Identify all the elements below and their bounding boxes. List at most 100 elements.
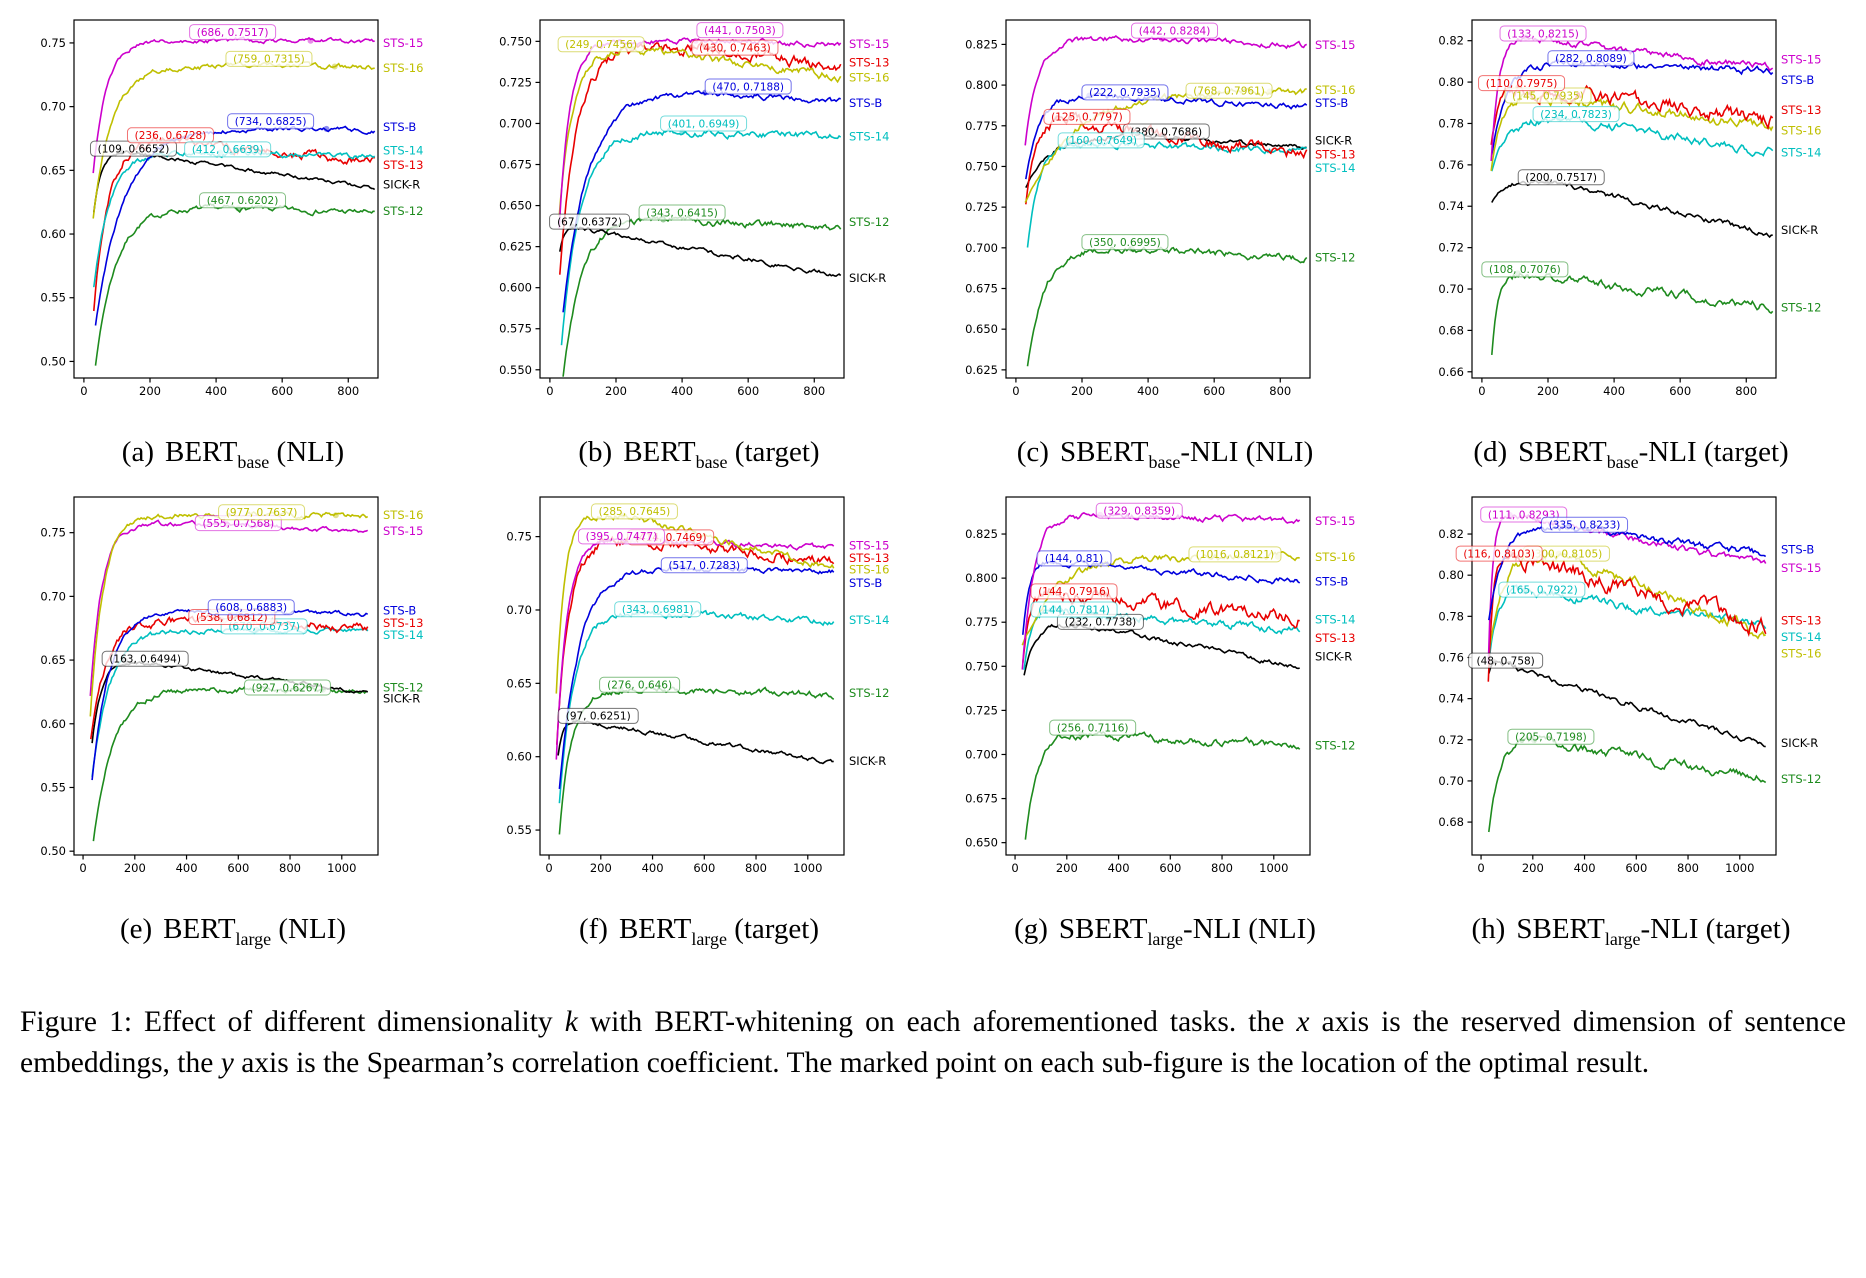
annotation-box [126, 127, 214, 144]
series-line-SICK-R [1491, 179, 1773, 239]
x-tick-label: 600 [1625, 861, 1647, 875]
annotation-box [1478, 75, 1566, 92]
series-label-STS-15: STS-15 [383, 524, 423, 538]
model-subscript: large [1604, 928, 1641, 949]
y-tick-label: 0.800 [965, 78, 998, 92]
model-subscript: base [237, 451, 270, 472]
x-tick-label: 600 [227, 861, 249, 875]
caption-suffix: (target) [726, 912, 819, 945]
annotation-box [227, 113, 315, 130]
series-label-STS-B: STS-B [1781, 542, 1814, 556]
annotation-text: (470, 0.7188) [712, 81, 784, 93]
chart-canvas-c: 0.625 0.650 0.675 0.700 0.725 0.750 0.775 0.800… [932, 6, 1396, 426]
annotation-box [1095, 502, 1183, 519]
annotation-text: (608, 0.6883) [215, 602, 287, 614]
x-tick-label: 200 [590, 861, 612, 875]
x-axis: 0 200 400 600 800 [1012, 378, 1291, 398]
annotation-text: (977, 0.7637) [226, 507, 298, 519]
series-label-STS-13: STS-13 [849, 551, 889, 565]
annotation-STS-16: (1016, 0.8121) [1188, 546, 1282, 563]
x-axis: 0 200 400 600 800 1000 [79, 854, 356, 875]
annotation-box [696, 22, 784, 39]
y-tick-label: 0.60 [40, 717, 66, 731]
x-axis: 0 200 400 600 800 1000 [545, 854, 822, 875]
subplot-grid: 0.50 0.55 0.60 0.65 0.70 0.75 0 200 400 600 800 (46… [0, 6, 1866, 950]
y-tick-label: 0.60 [40, 227, 66, 241]
y-tick-label: 0.68 [1438, 815, 1464, 829]
x-tick-label: 800 [1269, 384, 1291, 398]
x-tick-label: 0 [1012, 384, 1019, 398]
y-tick-label: 0.775 [965, 615, 998, 629]
x-axis: 0 200 400 600 800 [80, 378, 359, 398]
y-tick-label: 0.68 [1438, 323, 1464, 337]
chart-svg-h: 0.68 0.70 0.72 0.74 0.76 0.78 0.80 0.82 0 200 400 6… [1438, 496, 1821, 875]
annotation-box [549, 213, 631, 230]
annotation-STS-B: (734, 0.6825) [227, 113, 315, 130]
y-tick-label: 0.725 [499, 75, 532, 89]
series-line-STS-14 [91, 626, 369, 777]
annotation-text: (108, 0.7076) [1489, 264, 1561, 276]
x-tick-label: 200 [605, 384, 627, 398]
model-subscript: large [691, 928, 727, 949]
annotation-box [199, 192, 287, 209]
y-tick-label: 0.72 [1438, 241, 1464, 255]
annotation-STS-13: (144, 0.7916) [1030, 583, 1118, 600]
y-tick-label: 0.82 [1438, 34, 1464, 48]
subplot-index: (g) [1014, 912, 1048, 945]
plot-frame [1005, 496, 1311, 856]
y-tick-label: 0.55 [506, 823, 532, 837]
series-label-STS-12: STS-12 [383, 204, 423, 218]
series-line-SICK-R [559, 226, 842, 277]
annotation-STS-14: (234, 0.7823) [1532, 106, 1620, 123]
series-label-STS-15: STS-15 [383, 36, 423, 50]
y-tick-label: 0.60 [506, 749, 532, 763]
series-line-SICK-R [557, 719, 834, 765]
annotation-box [557, 36, 645, 53]
y-tick-label: 0.65 [506, 676, 532, 690]
annotation-STS-16: (300, 0.8105) [1522, 545, 1610, 562]
series-label-STS-14: STS-14 [1315, 612, 1355, 626]
x-tick-label: 800 [337, 384, 359, 398]
series-label-STS-13: STS-13 [849, 56, 889, 70]
x-tick-label: 200 [1056, 861, 1078, 875]
subplot-e-caption: (e) BERTlarge (NLI) [0, 913, 466, 950]
annotation-box [1455, 545, 1543, 562]
annotation-STS-14: (343, 0.6981) [614, 601, 702, 618]
y-tick-label: 0.78 [1438, 116, 1464, 130]
optimal-point-STS-16 [331, 63, 338, 70]
annotation-SICK-R: (67, 0.6372) [549, 213, 631, 230]
annotation-text: (160, 0.7649) [1065, 135, 1137, 147]
annotation-text: (686, 0.7517) [197, 27, 269, 39]
y-tick-label: 0.650 [965, 835, 998, 849]
series-line-STS-13 [93, 134, 376, 312]
annotation-text: (222, 0.7935) [1089, 87, 1161, 99]
series-label-SICK-R: SICK-R [1315, 133, 1352, 147]
x-tick-label: 800 [745, 861, 767, 875]
annotation-box [1081, 84, 1169, 101]
series-line-STS-14 [1026, 140, 1308, 248]
annotation-STS-B: (144, 0.81) [1036, 550, 1112, 567]
annotation-box [207, 598, 295, 615]
plot-frame [1005, 19, 1311, 379]
model-subscript: base [1606, 451, 1639, 472]
y-tick-label: 0.65 [40, 163, 66, 177]
annotation-text: (927, 0.6267) [252, 682, 324, 694]
subplot-g-caption: (g) SBERTlarge-NLI (NLI) [932, 913, 1398, 950]
series-label-SICK-R: SICK-R [849, 754, 886, 768]
chart-svg-a: 0.50 0.55 0.60 0.65 0.70 0.75 0 200 400 600 800 (46… [40, 19, 423, 398]
subplot-c-caption: (c) SBERTbase-NLI (NLI) [932, 436, 1398, 473]
series-label-STS-12: STS-12 [1315, 738, 1355, 752]
annotation-STS-16: (285, 0.7645) [590, 503, 678, 520]
y-axis: 0.625 0.650 0.675 0.700 0.725 0.750 0.775 0.800… [965, 37, 1006, 377]
series-line-STS-16 [558, 46, 842, 217]
x-tick-label: 0 [546, 384, 553, 398]
annotation-STS-12: (467, 0.6202) [199, 192, 287, 209]
x-tick-label: 0 [80, 384, 87, 398]
math-symbol: k [564, 1005, 578, 1038]
series-label-STS-16: STS-16 [849, 70, 889, 84]
subplot-a-caption: (a) BERTbase (NLI) [0, 436, 466, 473]
annotation-text: (759, 0.7315) [233, 54, 305, 66]
annotation-text: (335, 0.8233) [1549, 519, 1621, 531]
annotation-box [1499, 25, 1587, 42]
annotation-STS-12: (343, 0.6415) [638, 204, 726, 221]
